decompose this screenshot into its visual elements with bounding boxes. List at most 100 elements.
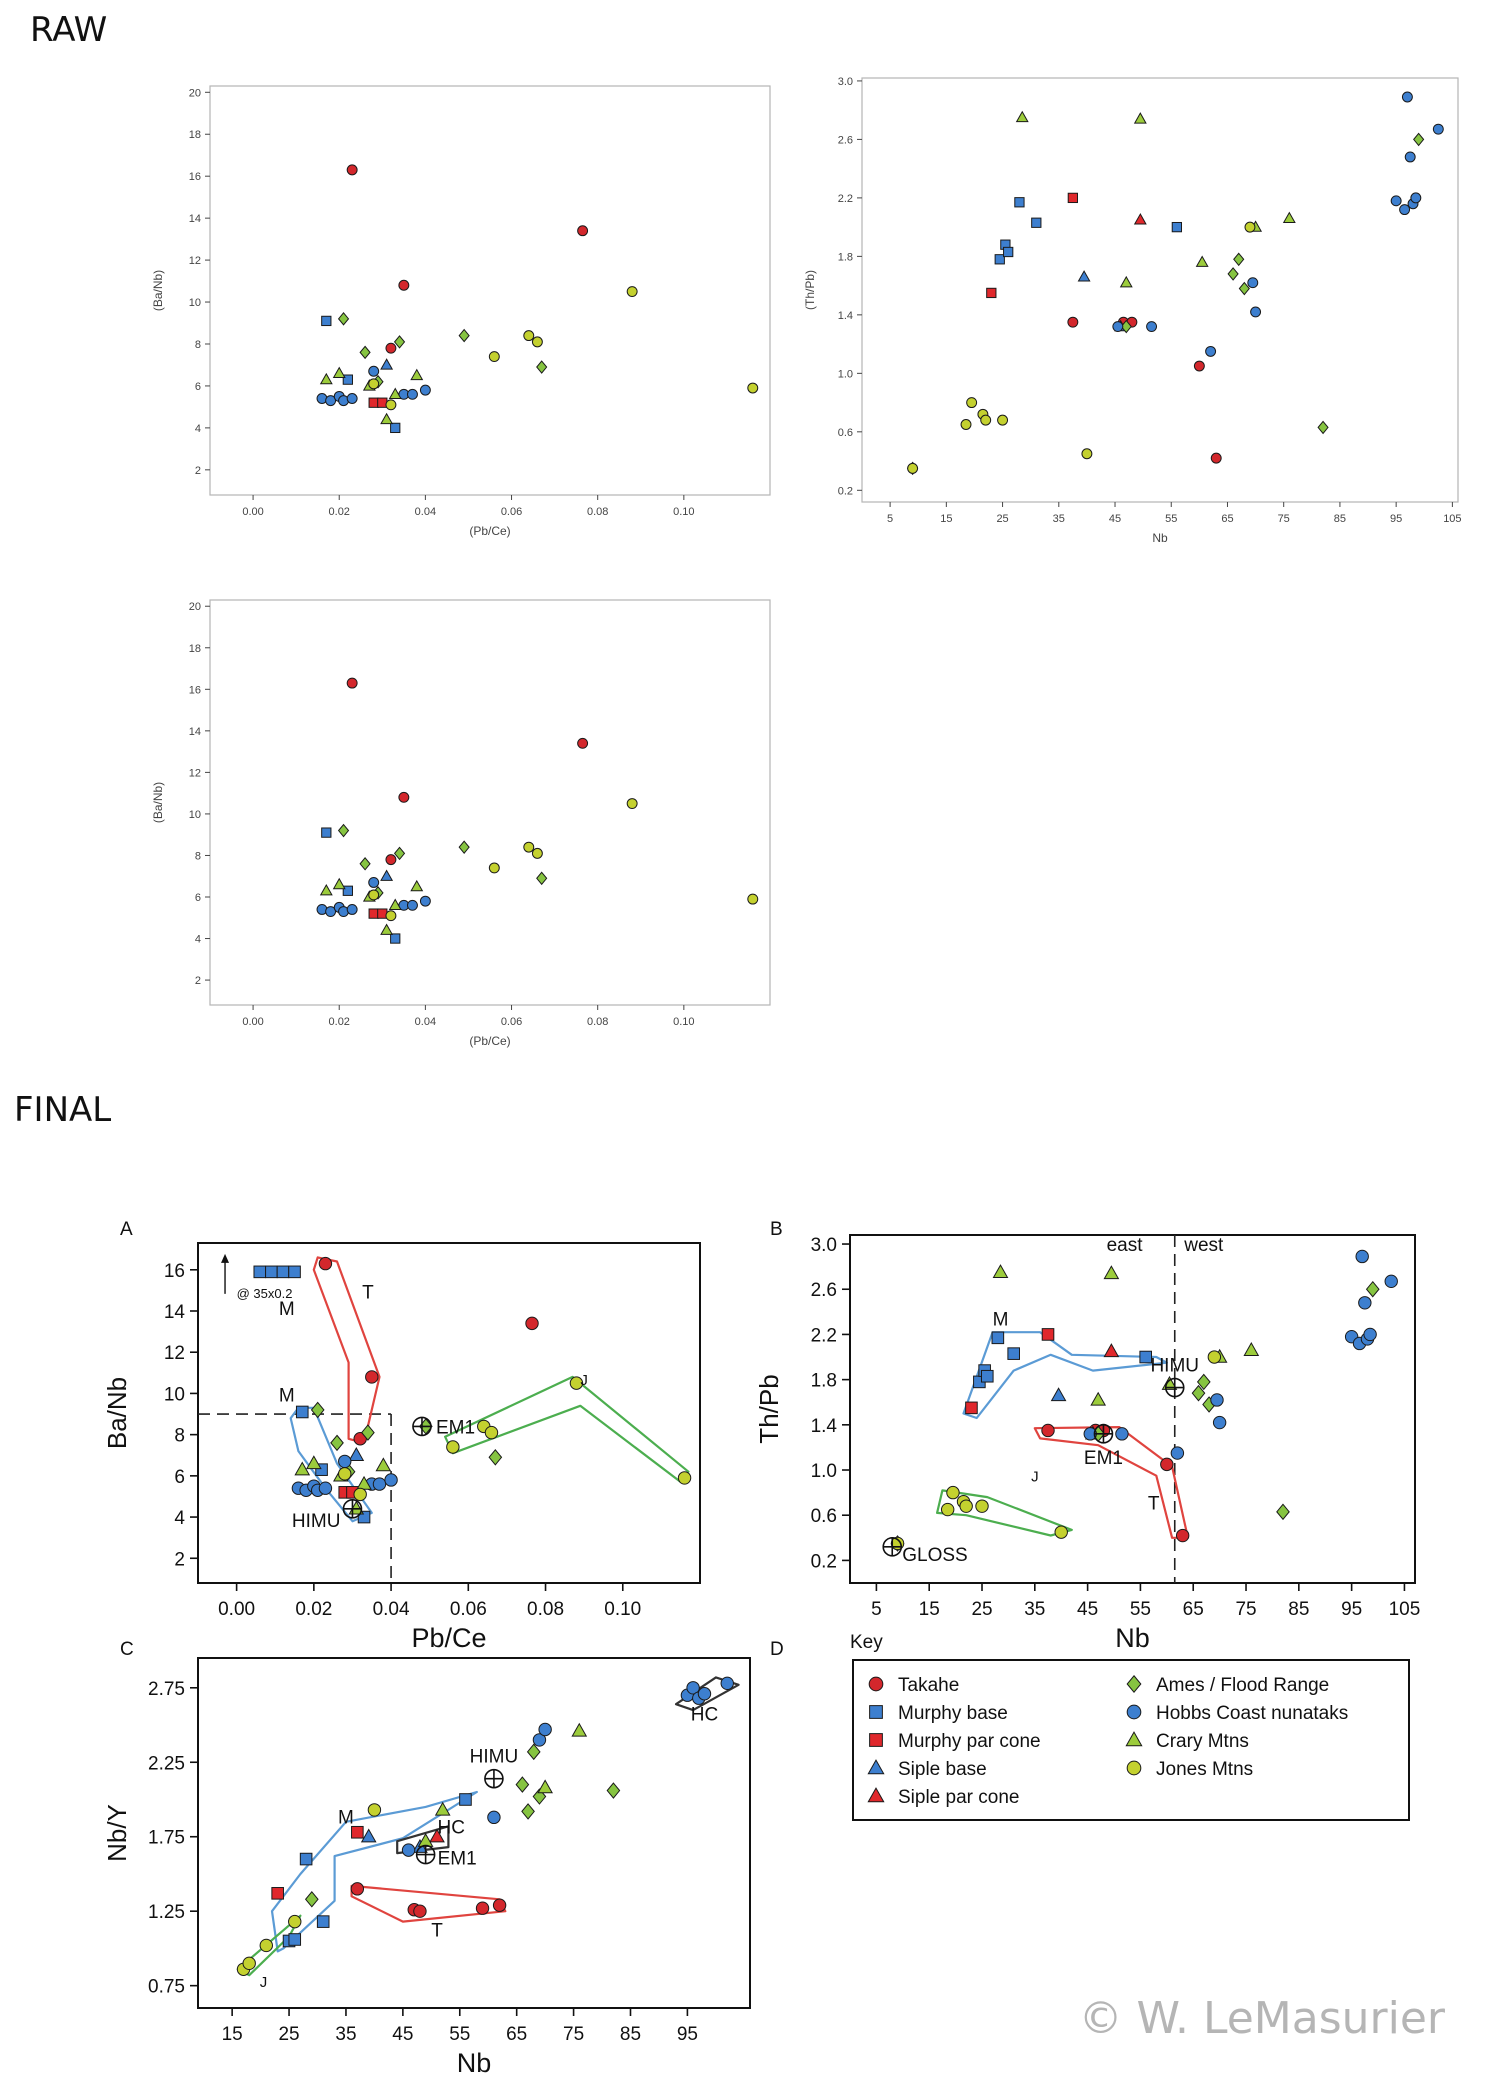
- data-point: [413, 1904, 427, 1918]
- reference-label: GLOSS: [902, 1545, 967, 1566]
- data-point: [1410, 192, 1422, 204]
- data-point: [401, 1843, 416, 1857]
- data-point: [1077, 270, 1091, 282]
- x-axis-label: (Pb/Ce): [469, 1034, 510, 1048]
- data-point: [1355, 1249, 1369, 1264]
- data-point: [626, 798, 638, 809]
- data-point: [531, 847, 543, 859]
- data-point: [368, 378, 380, 390]
- data-point: [346, 904, 358, 915]
- x-tick-label: 0.10: [673, 506, 694, 518]
- y-tick-label: 14: [164, 1302, 186, 1323]
- data-point: [1003, 246, 1014, 258]
- y-tick-label: 16: [189, 171, 201, 183]
- data-point: [1247, 277, 1259, 289]
- reference-marker-himu: [484, 1768, 504, 1789]
- data-point: [940, 1502, 955, 1517]
- data-point: [1195, 255, 1209, 267]
- data-point: [532, 1733, 547, 1747]
- data-point: [1081, 448, 1093, 460]
- field-label: T: [1148, 1494, 1160, 1515]
- x-tick-label: 85: [620, 2024, 641, 2045]
- data-point: [388, 898, 402, 910]
- data-point: [377, 908, 388, 919]
- data-point: [359, 856, 371, 871]
- field-label: east: [1107, 1235, 1144, 1256]
- x-tick-label: 65: [1221, 513, 1233, 525]
- x-tick-label: 25: [971, 1599, 992, 1620]
- data-point: [337, 312, 350, 326]
- data-point: [966, 397, 978, 409]
- data-point: [980, 1369, 994, 1383]
- data-point: [1207, 1350, 1222, 1364]
- y-axis-label: Th/Pb: [754, 1374, 784, 1443]
- y-tick-label: 20: [189, 87, 201, 99]
- offscale-point: [276, 1265, 290, 1279]
- field-label: M: [279, 1299, 295, 1320]
- data-point: [1007, 1347, 1020, 1360]
- field-outline-m: [962, 1331, 1168, 1420]
- data-point: [419, 895, 431, 907]
- y-axis-label: Ba/Nb: [102, 1377, 132, 1449]
- data-point: [360, 1828, 377, 1843]
- legend-label: Hobbs Coast nunataks: [1156, 1703, 1348, 1724]
- data-point: [429, 1828, 445, 1843]
- x-tick-label: 65: [506, 2024, 527, 2045]
- data-point: [398, 791, 410, 803]
- data-point: [410, 368, 424, 381]
- plot-frame: [849, 1234, 1416, 1584]
- data-point: [350, 1882, 365, 1896]
- data-point: [523, 330, 535, 342]
- field-outline-hc: [674, 1676, 740, 1712]
- data-point: [384, 1473, 398, 1487]
- field-label: M: [993, 1309, 1009, 1330]
- data-point: [390, 933, 401, 944]
- reference-marker-em1: [1093, 1424, 1114, 1444]
- y-tick-label: 1.8: [811, 1371, 837, 1392]
- data-point: [1210, 452, 1222, 464]
- data-point: [960, 419, 972, 430]
- y-tick-label: 2: [195, 975, 201, 987]
- data-point: [1250, 306, 1262, 318]
- offscale-arrowhead: [221, 1253, 230, 1263]
- panel-label: C: [120, 1639, 134, 1660]
- x-tick-label: 0.02: [329, 506, 350, 518]
- data-point: [677, 1471, 692, 1485]
- x-tick-label: 35: [335, 2024, 356, 2045]
- data-point: [1067, 192, 1078, 204]
- x-tick-label: 5: [871, 1599, 882, 1620]
- data-point: [747, 893, 759, 905]
- data-point: [975, 1499, 989, 1513]
- field-label: J: [260, 1974, 268, 1991]
- data-point: [569, 1376, 584, 1390]
- data-point: [1191, 1384, 1206, 1402]
- legend-label: Crary Mtns: [1156, 1731, 1249, 1752]
- y-tick-label: 12: [164, 1343, 185, 1364]
- panel-label: B: [770, 1219, 783, 1240]
- y-tick-label: 2: [195, 465, 201, 477]
- data-point: [577, 225, 589, 237]
- data-point: [346, 164, 358, 176]
- y-tick-label: 18: [189, 129, 201, 141]
- x-tick-label: 25: [996, 513, 1008, 525]
- x-tick-label: 15: [222, 2024, 243, 2045]
- y-tick-label: 14: [189, 726, 201, 738]
- data-point: [1054, 1525, 1068, 1539]
- data-point: [986, 287, 997, 299]
- field-outline-m: [289, 1406, 373, 1523]
- data-point: [1133, 112, 1147, 124]
- data-point: [1041, 1328, 1055, 1341]
- field-label: T: [362, 1283, 374, 1304]
- data-point: [946, 1485, 960, 1500]
- data-point: [537, 1779, 553, 1794]
- data-point: [1233, 252, 1245, 267]
- y-tick-label: 3.0: [838, 76, 853, 88]
- data-point: [532, 1788, 547, 1805]
- data-point: [571, 1722, 588, 1737]
- y-tick-label: 10: [189, 809, 201, 821]
- data-point: [536, 360, 548, 374]
- data-point: [332, 877, 346, 890]
- data-point: [1067, 316, 1079, 328]
- data-point: [1384, 1274, 1398, 1289]
- data-point: [1103, 1265, 1120, 1280]
